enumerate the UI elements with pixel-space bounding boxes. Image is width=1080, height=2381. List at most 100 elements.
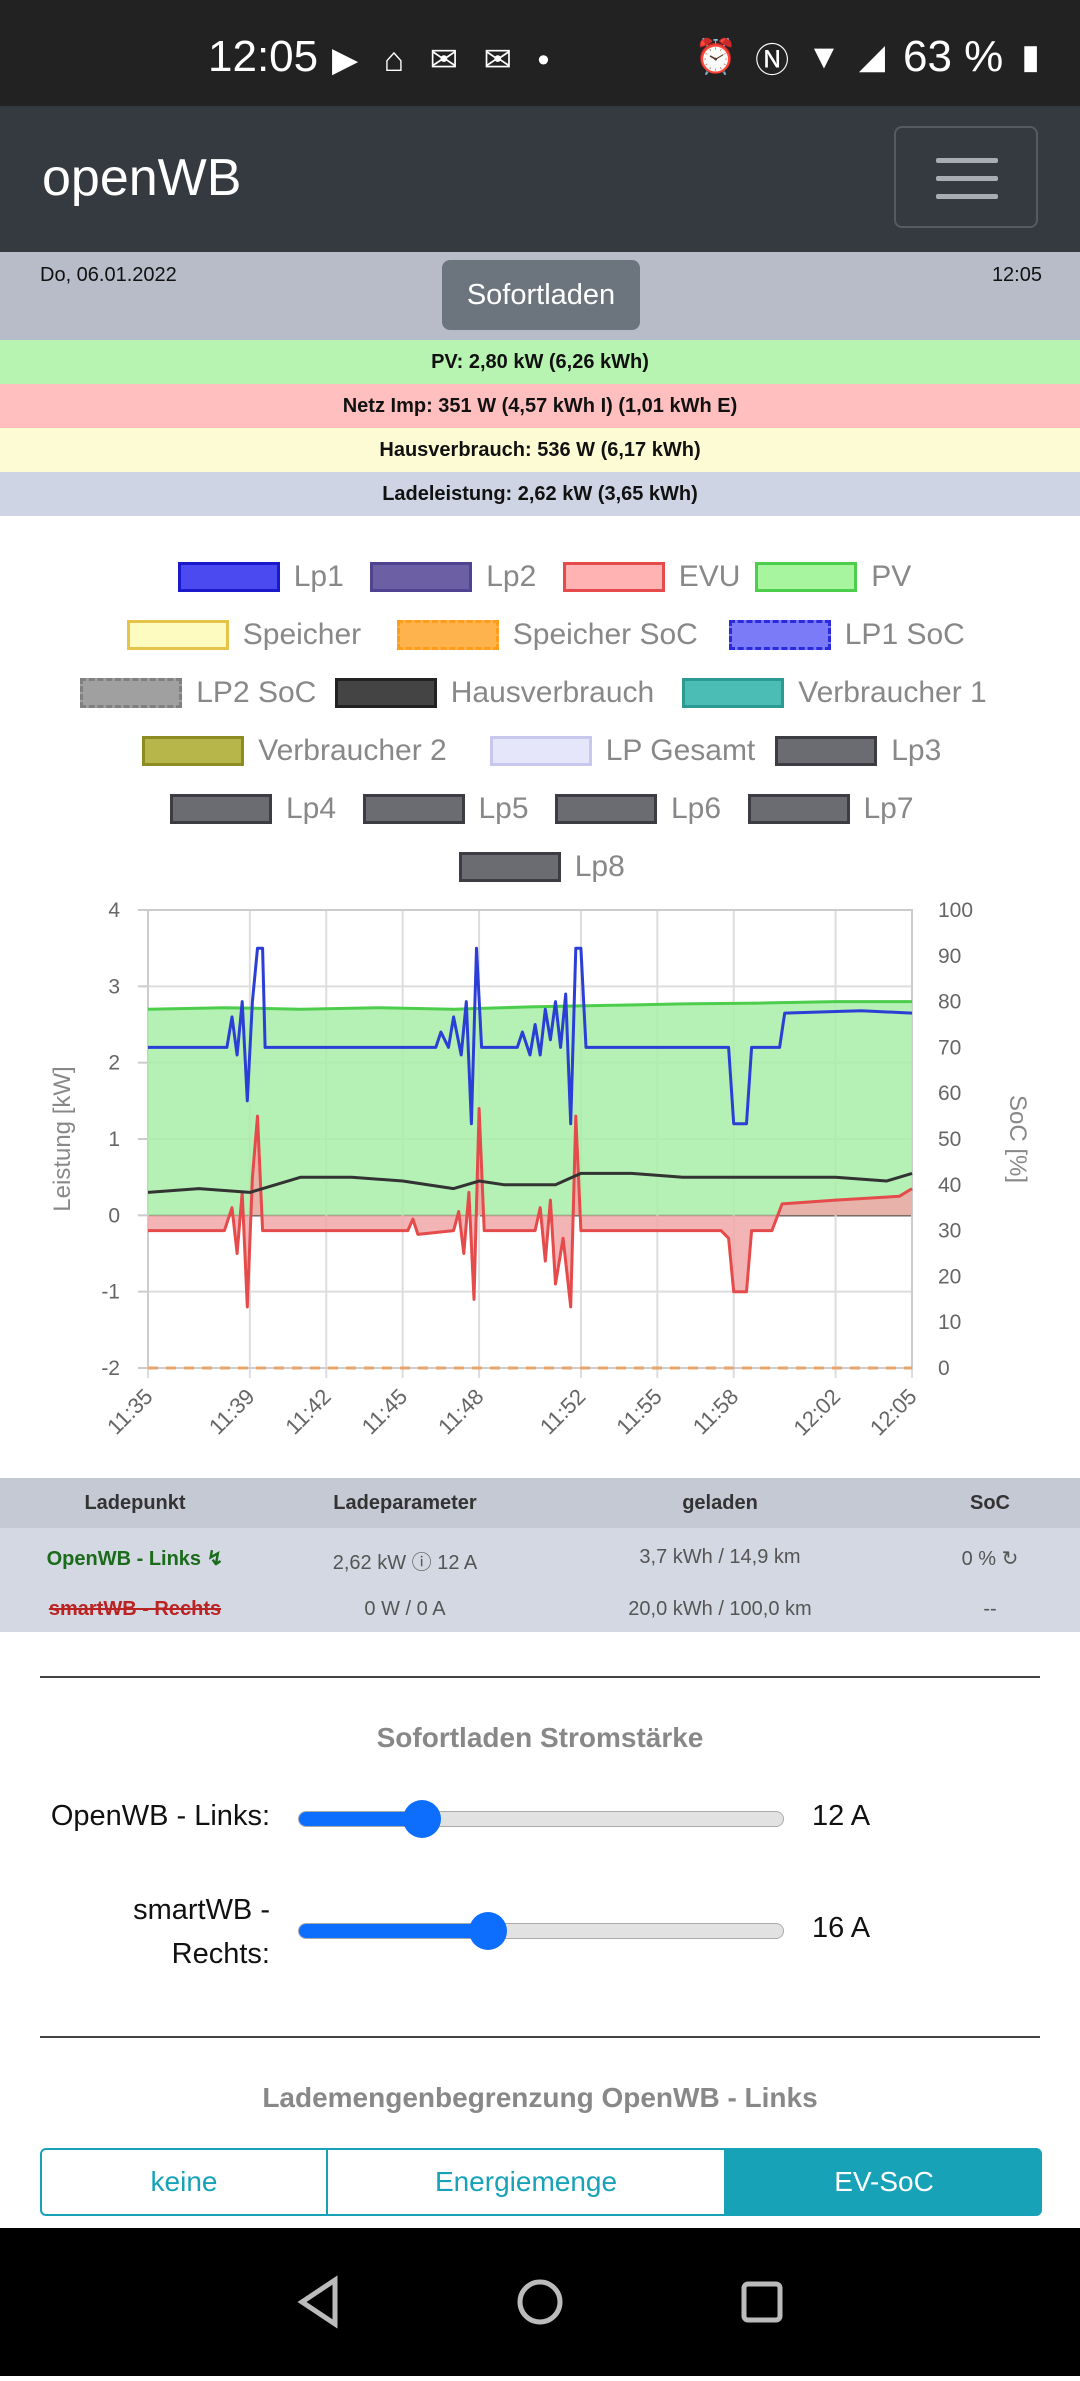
slider-thumb[interactable] [403, 1800, 442, 1838]
y2-tick-label: 70 [938, 1036, 961, 1059]
legend-label: EVU [678, 560, 741, 593]
slider-thumb[interactable] [468, 1912, 507, 1950]
x-tick-label: 12:05 [865, 1384, 922, 1441]
legend-item-lp1-soc[interactable]: LP1 SoC [728, 618, 965, 652]
series-pv-area [148, 1001, 912, 1216]
legend-swatch [458, 852, 561, 882]
plug-icon: ↯ [206, 1548, 224, 1570]
home-icon[interactable] [517, 2279, 563, 2325]
legend-label: LP2 SoC [196, 676, 317, 709]
nfc-icon: Ⓝ [755, 41, 790, 80]
limit-energy-button[interactable]: Energiemenge [328, 2148, 726, 2216]
limit-ev-soc-button[interactable]: EV-SoC [726, 2148, 1042, 2216]
slider-label-links: OpenWB - Links: [50, 1800, 270, 1832]
legend-item-lp3[interactable]: Lp3 [775, 734, 941, 768]
legend-item-pv[interactable]: PV [755, 560, 911, 594]
chargepoint-name[interactable]: OpenWB - Links ↯ [46, 1548, 224, 1570]
legend-label: Lp1 [293, 560, 344, 593]
legend-item-speicher[interactable]: Speicher [126, 618, 361, 652]
divider [40, 2036, 1040, 2038]
wifi-icon: ▼ [807, 37, 841, 76]
legend-label: Lp7 [863, 792, 914, 825]
legend-swatch [170, 794, 272, 824]
x-tick-label: 11:35 [102, 1384, 157, 1439]
menu-toggle-button[interactable] [894, 126, 1038, 228]
hamburger-icon [936, 176, 998, 181]
legend-item-lp4[interactable]: Lp4 [170, 792, 336, 826]
battery-icon: ▮ [1021, 38, 1040, 76]
legend-swatch [80, 678, 183, 708]
legend-item-lp5[interactable]: Lp5 [362, 792, 529, 826]
brand-logo[interactable]: openWB [42, 149, 242, 207]
x-tick-label: 11:48 [433, 1384, 488, 1439]
current-time: 12:05 [991, 264, 1042, 286]
legend-item-lp2-soc[interactable]: LP2 SoC [80, 676, 316, 710]
y-tick-label: 2 [108, 1052, 120, 1075]
info-bar: Do, 06.01.2022 Sofortladen 12:05 [0, 252, 1080, 340]
legend-item-lp-gesamt[interactable]: LP Gesamt [489, 734, 756, 768]
legend-label: Speicher SoC [512, 618, 698, 651]
col-ladeparameter: Ladeparameter [333, 1492, 477, 1514]
y-axis-title: Leistung [kW] [49, 1066, 76, 1211]
legend-swatch [555, 794, 657, 824]
legend-item-lp6[interactable]: Lp6 [555, 792, 721, 826]
status-bar: 12:05 ▶ ⌂ ✉ ✉ • ⏰ Ⓝ ▼ ◢ 63 % ▮ [0, 0, 1080, 106]
legend-swatch [362, 794, 465, 824]
legend-swatch [334, 678, 437, 708]
table-header: Ladepunkt Ladeparameter geladen SoC [0, 1478, 1080, 1528]
y2-tick-label: 100 [938, 899, 973, 922]
battery-level: 63 % [902, 32, 1004, 81]
y2-tick-label: 0 [938, 1357, 950, 1380]
legend-item-verbraucher-1[interactable]: Verbraucher 1 [682, 676, 987, 710]
legend-item-lp8[interactable]: Lp8 [458, 850, 625, 884]
x-tick-label: 11:45 [357, 1384, 412, 1439]
y2-axis-title: SoC [%] [1004, 1095, 1031, 1183]
legend-item-speicher-soc[interactable]: Speicher SoC [396, 618, 698, 652]
series-pv-line [147, 1000, 912, 1011]
series-evu-line [148, 1107, 913, 1309]
legend-item-lp7[interactable]: Lp7 [747, 792, 914, 826]
table-body: OpenWB - Links ↯ 2,62 kW ⓘ 12 A 3,7 kWh … [0, 1528, 1080, 1632]
legend-item-evu[interactable]: EVU [562, 560, 741, 594]
series-hausverbrauch-line [147, 1171, 913, 1194]
limit-none-button[interactable]: keine [40, 2148, 328, 2216]
slider-fill [299, 1812, 423, 1826]
app-navbar: openWB [0, 106, 1080, 252]
legend-item-hausverbrauch[interactable]: Hausverbrauch [334, 676, 654, 710]
x-tick-label: 11:42 [280, 1384, 335, 1439]
hamburger-icon [936, 158, 998, 163]
current-slider-links[interactable] [298, 1800, 784, 1838]
legend-swatch [370, 562, 473, 592]
divider [40, 1676, 1040, 1678]
signal-icon: ◢ [858, 38, 885, 76]
legend-item-lp2[interactable]: Lp2 [370, 560, 536, 594]
chargepoint-name[interactable]: smartWB - Rechts [48, 1598, 222, 1620]
legend-label: Verbraucher 1 [798, 676, 987, 709]
y2-tick-label: 50 [938, 1128, 961, 1151]
legend-item-lp1[interactable]: Lp1 [177, 560, 344, 594]
legend-item-verbraucher-2[interactable]: Verbraucher 2 [142, 734, 447, 768]
y-tick-label: 3 [108, 975, 120, 998]
legend-label: PV [871, 560, 912, 593]
legend-label: LP Gesamt [605, 734, 756, 767]
x-tick-label: 11:52 [535, 1384, 590, 1439]
legend-label: LP1 SoC [844, 618, 965, 651]
refresh-icon[interactable]: ↻ [1001, 1548, 1019, 1570]
legend-swatch [562, 562, 665, 592]
charge-summary: Ladeleistung: 2,62 kW (3,65 kWh) [0, 472, 1080, 516]
legend-swatch [142, 736, 245, 766]
legend-swatch [682, 678, 785, 708]
y2-tick-label: 90 [938, 945, 961, 968]
hamburger-icon [936, 194, 998, 199]
y-tick-label: -1 [101, 1281, 120, 1304]
back-icon[interactable] [297, 2275, 338, 2329]
legend-label: Lp6 [671, 792, 722, 825]
y2-tick-label: 30 [938, 1220, 961, 1243]
current-slider-rechts[interactable] [298, 1912, 784, 1950]
charge-params: 2,62 kW ⓘ 12 A [332, 1552, 478, 1574]
legend-label: Lp3 [891, 734, 942, 767]
recent-apps-icon[interactable] [741, 2281, 783, 2323]
charge-mode-button[interactable]: Sofortladen [442, 260, 640, 330]
alarm-icon: ⏰ [694, 38, 738, 76]
